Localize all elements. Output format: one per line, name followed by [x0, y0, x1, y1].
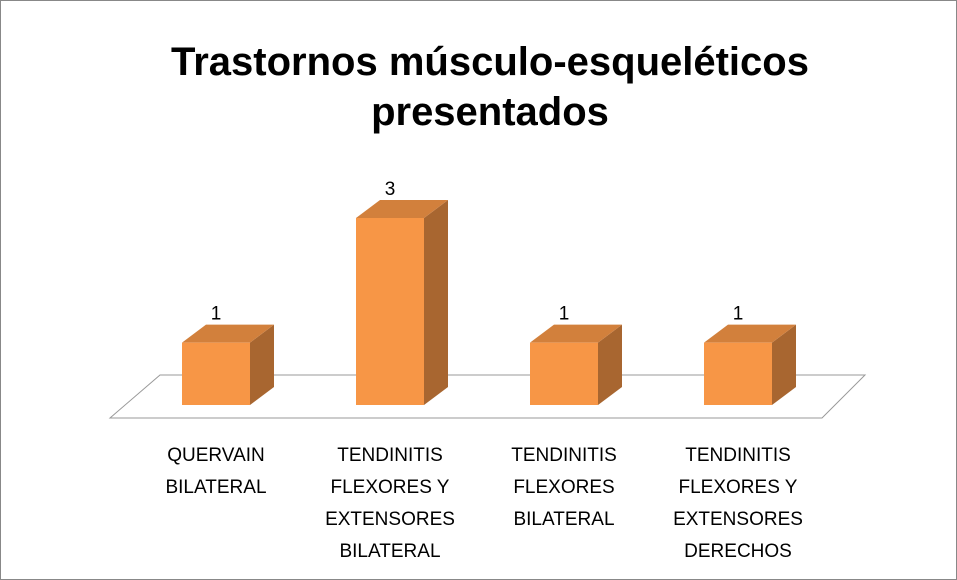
data-label: 1 [733, 304, 744, 325]
x-tick-label: TENDINITIS FLEXORES Y EXTENSORES DERECHOS [673, 445, 803, 562]
chart-title: Trastornos músculo-esqueléticos presentad… [171, 40, 809, 134]
x-tick-label: TENDINITIS FLEXORES Y EXTENSORES BILATERAL [325, 445, 455, 562]
data-label: 1 [211, 304, 222, 325]
bar-front [356, 218, 424, 405]
bar-side [250, 324, 274, 405]
bar-front [530, 342, 598, 405]
bar-side [598, 324, 622, 405]
bar [530, 324, 622, 405]
bar-top [356, 200, 448, 218]
bar-top [704, 324, 796, 343]
floor [108, 374, 867, 419]
bar-top [182, 324, 274, 343]
data-label: 3 [385, 179, 396, 200]
x-tick-label: TENDINITIS FLEXORES BILATERAL [511, 445, 617, 530]
bar-side [424, 200, 448, 405]
x-tick-label: QUERVAIN BILATERAL [165, 445, 266, 498]
bar-side [772, 324, 796, 405]
bar-top [530, 324, 622, 343]
bar [356, 200, 448, 405]
bar-front [182, 342, 250, 405]
bar [182, 324, 274, 405]
bar-front [704, 342, 772, 405]
bar [704, 324, 796, 405]
data-label: 1 [559, 304, 570, 325]
